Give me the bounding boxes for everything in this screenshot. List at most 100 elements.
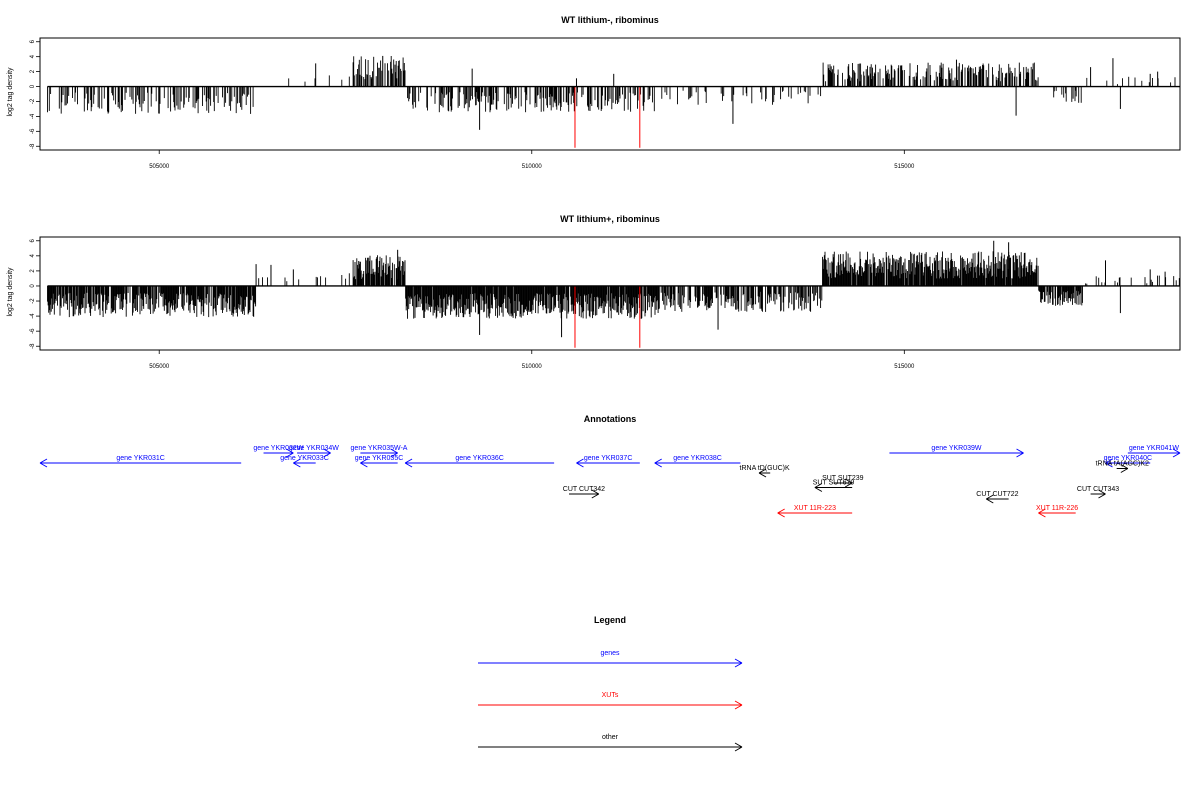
arrow-head <box>360 458 368 464</box>
arrow-head <box>734 746 743 752</box>
annotation-feature: CUT CUT343 <box>1077 486 1119 499</box>
annotation-feature: gene YKR041W <box>1127 445 1181 458</box>
arrow-head <box>734 700 743 706</box>
annotation-label: CUT CUT342 <box>563 486 605 493</box>
legend-label: other <box>602 734 619 741</box>
arrow-head <box>293 462 301 468</box>
arrow-head <box>390 448 398 454</box>
arrow-head <box>734 742 743 748</box>
annotation-feature: CUT CUT722 <box>976 491 1019 504</box>
annotation-label: gene YKR032W <box>253 445 303 452</box>
annotation-label: gene YKR035C <box>355 455 404 462</box>
annotation-feature: tRNA tD(GUC)K <box>740 465 790 478</box>
arrow-head <box>777 508 785 514</box>
legend-title: Legend <box>594 615 626 625</box>
x-tick-label: 510000 <box>522 164 543 170</box>
arrow-head <box>758 468 767 474</box>
y-tick-label: -2 <box>30 298 36 304</box>
annotation-feature: gene YKR032W <box>253 445 304 458</box>
y-tick-label: 2 <box>30 69 36 73</box>
annotations-title: Annotations <box>584 414 637 424</box>
annotation-label: gene YKR038C <box>673 455 722 462</box>
x-tick-label: 510000 <box>522 364 543 370</box>
arrow-head <box>844 482 853 488</box>
arrow-head <box>1172 448 1181 454</box>
y-tick-label: 2 <box>30 269 36 273</box>
arrow-head <box>1105 458 1113 464</box>
arrow-head <box>1038 508 1046 514</box>
y-tick-label: -4 <box>30 313 36 319</box>
arrow-head <box>1172 452 1181 458</box>
y-tick-label: 4 <box>30 254 36 258</box>
track1-plot: 6 4 2 0 -2 -4 -6 -8 505000 510000 515000 <box>30 37 1181 170</box>
annotation-label: gene YKR040C <box>1104 455 1153 462</box>
annotation-feature: CUT CUT342 <box>563 486 605 499</box>
arrow-head <box>1105 462 1113 468</box>
arrow-head <box>323 448 331 454</box>
y-tick-label: -2 <box>30 98 36 104</box>
arrow-head <box>286 452 294 458</box>
arrow-head <box>1120 468 1129 473</box>
track2-title: WT lithium+, ribominus <box>560 214 660 224</box>
arrow-head <box>591 493 600 499</box>
arrow-head <box>404 462 413 468</box>
arrow-head <box>758 472 767 478</box>
track1-title: WT lithium-, ribominus <box>561 15 659 25</box>
arrow-head <box>323 452 331 458</box>
arrow-head <box>1038 512 1046 518</box>
annotation-feature: SUT SUT679 <box>813 480 855 492</box>
arrow-head <box>844 478 853 484</box>
legend-entry: genes <box>478 650 743 668</box>
annotation-label: gene YKR033C <box>280 455 329 462</box>
signal-bars <box>47 55 1181 148</box>
arrow-head <box>654 458 662 464</box>
arrow-head <box>654 462 662 468</box>
annotation-label: tRNA tA(AGC)K2 <box>1096 461 1149 468</box>
annotation-label: gene YKR037C <box>584 455 633 462</box>
annotation-label: gene YKR031C <box>116 455 165 462</box>
y-tick-label: 6 <box>30 238 36 242</box>
annotation-feature: XUT 11R-223 <box>777 505 853 518</box>
arrow-head <box>576 458 584 464</box>
arrow-head <box>39 458 48 464</box>
track2-ylabel: log2 tag density <box>7 267 14 317</box>
arrow-head <box>286 448 294 454</box>
x-tick-label: 515000 <box>894 164 915 170</box>
arrow-head <box>986 494 994 500</box>
annotation-feature: gene YKR037C <box>576 455 640 468</box>
plot-frame <box>39 236 1181 351</box>
arrow-head <box>1098 489 1106 495</box>
legend-label: XUTs <box>602 692 619 699</box>
track2-plot: 6 4 2 0 -2 -4 -6 -8 505000 510000 515000 <box>30 236 1181 370</box>
legend-entry: XUTs <box>478 692 743 710</box>
arrow-head <box>39 462 48 468</box>
y-tick-label: 0 <box>30 284 36 288</box>
x-tick-label: 515000 <box>894 364 915 370</box>
arrow-head <box>777 512 785 518</box>
annotation-label: gene YKR041W <box>1129 445 1179 452</box>
annotation-track: gene YKR031C gene YKR032W gene YKR033C gene… <box>39 445 1181 518</box>
arrow-head <box>986 498 994 504</box>
annotation-label: XUT 11R-223 <box>794 505 836 512</box>
y-tick-label: -6 <box>30 328 36 334</box>
legend-label: genes <box>600 650 620 657</box>
annotation-feature: gene YKR038C <box>654 455 741 468</box>
annotation-feature: gene YKR039W <box>889 445 1024 458</box>
annotation-label: gene YKR039W <box>931 445 981 452</box>
arrow-head <box>734 704 743 710</box>
annotation-feature: gene YKR034W <box>289 445 339 458</box>
x-tick-label: 505000 <box>149 164 170 170</box>
annotation-feature: gene YKR035C <box>355 455 404 468</box>
arrow-head <box>1016 452 1024 458</box>
annotation-feature: gene YKR040C <box>1104 455 1153 468</box>
y-tick-label: -4 <box>30 113 36 119</box>
annotation-label: CUT CUT343 <box>1077 486 1119 493</box>
annotation-label: gene YKR035W-A <box>351 445 408 452</box>
annotation-label: SUT SUT679 <box>813 480 855 487</box>
annotation-label: XUT 11R-226 <box>1036 505 1078 512</box>
annotation-feature: SUT SUT239 <box>822 475 864 488</box>
legend: genes XUTs other <box>478 650 743 752</box>
arrow-head <box>293 458 301 464</box>
y-tick-label: -6 <box>30 128 36 134</box>
